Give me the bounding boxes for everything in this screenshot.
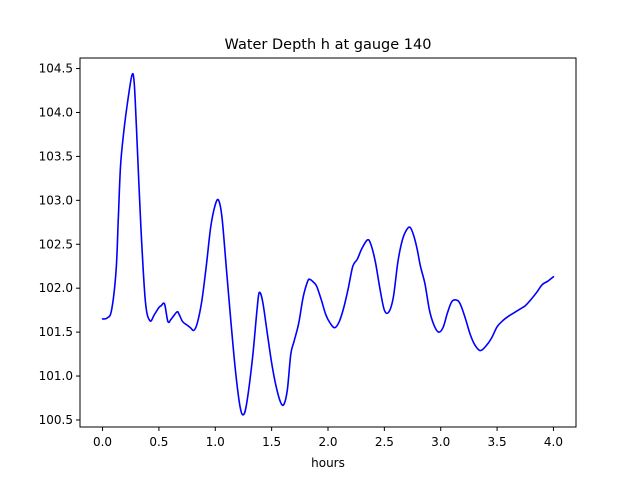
y-tick-label: 104.5: [39, 62, 73, 76]
y-tick-label: 102.5: [39, 237, 73, 251]
y-tick-label: 101.0: [39, 369, 73, 383]
x-tick-label: 3.5: [488, 435, 507, 449]
x-axis-label: hours: [311, 456, 345, 470]
y-tick-label: 104.0: [39, 105, 73, 119]
x-tick-label: 1.0: [206, 435, 225, 449]
y-tick-label: 102.0: [39, 281, 73, 295]
x-tick-label: 0.5: [149, 435, 168, 449]
x-tick-label: 1.5: [262, 435, 281, 449]
x-tick-label: 3.0: [431, 435, 450, 449]
y-axis: 100.5 101.0 101.5 102.0 102.5 103.0 103.5 104.0…: [39, 62, 80, 427]
y-tick-label: 101.5: [39, 325, 73, 339]
x-tick-label: 2.5: [375, 435, 394, 449]
series-line: [101, 72, 555, 416]
x-axis: 0.0 0.5 1.0 1.5 2.0 2.5 3.0 3.5 4.0: [93, 427, 563, 449]
plot-area: [80, 58, 576, 427]
chart-title: Water Depth h at gauge 140: [225, 37, 432, 53]
y-tick-label: 103.5: [39, 149, 73, 163]
y-tick-label: 100.5: [39, 413, 73, 427]
plot-frame: [79, 57, 577, 428]
x-tick-label: 2.0: [318, 435, 337, 449]
x-tick-label: 4.0: [544, 435, 563, 449]
y-tick-label: 103.0: [39, 193, 73, 207]
x-tick-label: 0.0: [93, 435, 112, 449]
